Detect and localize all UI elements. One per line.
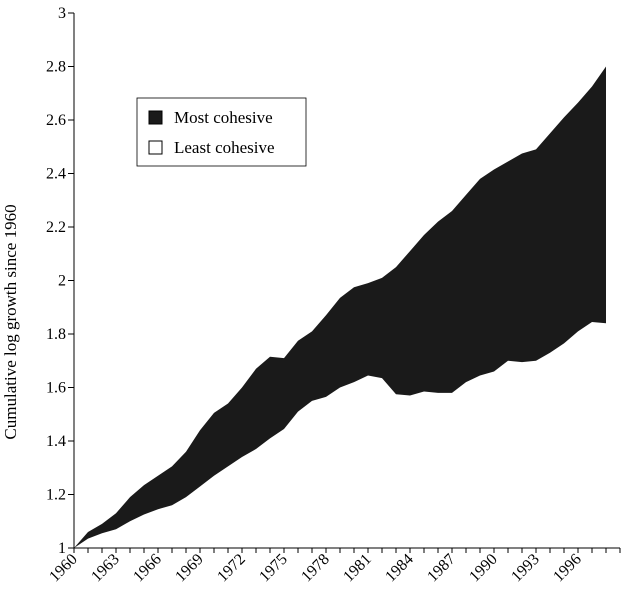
legend-swatch-least-cohesive (148, 140, 163, 155)
x-tick-label: 1990 (466, 551, 501, 586)
area-least-cohesive (74, 321, 606, 548)
y-tick-label: 3 (58, 5, 66, 22)
y-tick-label: 1.6 (46, 380, 66, 397)
x-tick-label: 1987 (424, 551, 459, 586)
x-tick-label: 1993 (508, 551, 543, 586)
x-tick-label: 1984 (382, 551, 417, 586)
x-axis-ticks: 1960 1963 1966 1969 1972 1975 1978 1981 1984 1987… (46, 548, 621, 586)
x-tick-label: 1978 (298, 551, 333, 586)
x-tick-label: 1996 (550, 551, 585, 586)
y-axis-ticks: 1 1.2 1.4 1.6 1.8 2 2.2 2.4 2.6 2.8 3 (46, 5, 74, 557)
y-tick-label: 2.2 (46, 219, 66, 236)
x-tick-label: 1969 (172, 551, 207, 586)
y-tick-label: 1.8 (46, 326, 66, 343)
y-tick-label: 1 (58, 540, 66, 557)
y-tick-label: 1.2 (46, 487, 66, 504)
legend-swatch-most-cohesive (148, 110, 163, 125)
x-tick-label: 1966 (130, 551, 165, 586)
plot-area (74, 66, 606, 548)
y-tick-label: 2.6 (46, 112, 66, 129)
legend: Most cohesive Least cohesive (136, 97, 307, 167)
x-tick-label: 1963 (88, 551, 123, 586)
legend-label-most-cohesive: Most cohesive (174, 108, 273, 127)
y-tick-label: 2 (58, 273, 66, 290)
legend-label-least-cohesive: Least cohesive (174, 138, 275, 157)
y-tick-label: 2.8 (46, 59, 66, 76)
x-tick-label: 1960 (46, 551, 81, 586)
x-tick-label: 1981 (340, 551, 375, 586)
y-tick-label: 1.4 (46, 433, 66, 450)
legend-border (136, 97, 307, 167)
y-tick-label: 2.4 (46, 166, 66, 183)
y-axis-label: Cumulative log growth since 1960 (1, 204, 20, 439)
x-tick-label: 1975 (256, 551, 291, 586)
x-tick-label: 1972 (214, 551, 249, 586)
